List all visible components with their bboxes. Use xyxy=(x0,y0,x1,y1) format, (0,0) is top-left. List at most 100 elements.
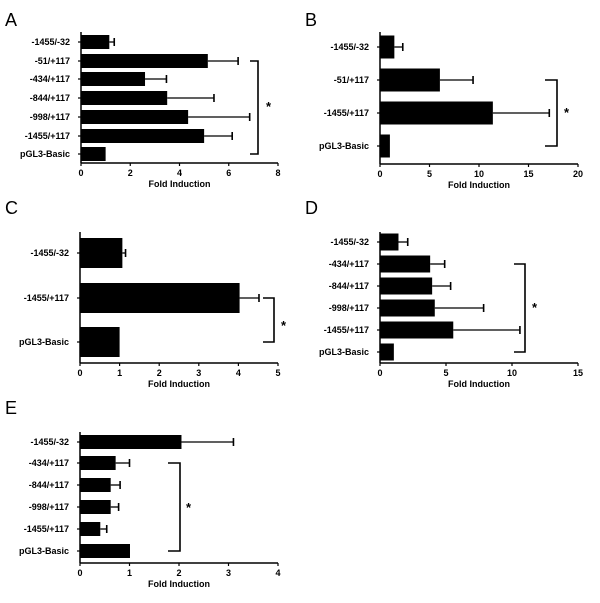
category-label: pGL3-Basic xyxy=(20,149,70,159)
x-axis-label: Fold Induction xyxy=(149,179,211,189)
bar xyxy=(80,238,123,268)
significance-star: * xyxy=(266,99,272,114)
x-axis-label: Fold Induction xyxy=(448,180,510,190)
category-label: -434/+117 xyxy=(329,259,369,269)
category-label: -998/+117 xyxy=(329,303,369,313)
bar xyxy=(80,283,240,313)
x-tick-label: 4 xyxy=(275,568,280,578)
x-tick-label: 0 xyxy=(377,169,382,179)
x-tick-label: 4 xyxy=(177,168,182,178)
x-tick-label: 2 xyxy=(128,168,133,178)
bar xyxy=(380,134,390,158)
bar xyxy=(81,147,106,161)
significance-star: * xyxy=(564,105,570,120)
panel-a: A 0 2 4 6 8 Fold Induction -1455/-32 -51/+117 -43… xyxy=(5,10,281,189)
category-label: pGL3-Basic xyxy=(19,546,69,556)
x-tick-label: 10 xyxy=(474,169,484,179)
category-label: -434/+117 xyxy=(30,74,70,84)
category-label: -1455/-32 xyxy=(330,42,369,52)
panel-e: E 0 1 2 3 4 Fold Induction -1455/-32 -434/+117 -8… xyxy=(5,398,281,589)
x-tick-label: 2 xyxy=(157,368,162,378)
category-label: pGL3-Basic xyxy=(319,347,369,357)
bar xyxy=(81,54,208,68)
bar xyxy=(380,35,395,59)
x-tick-label: 4 xyxy=(236,368,241,378)
x-tick-label: 0 xyxy=(78,168,83,178)
bar xyxy=(81,129,205,143)
panel-d: D 0 5 10 15 Fold Induction -1455/-32 -434/+117 -… xyxy=(305,198,583,389)
bar xyxy=(380,277,433,295)
bar xyxy=(380,101,493,125)
significance-bracket xyxy=(168,462,181,552)
category-label: pGL3-Basic xyxy=(319,141,369,151)
category-label: -1455/-32 xyxy=(30,437,69,447)
category-label: -844/+117 xyxy=(29,480,69,490)
x-tick-label: 6 xyxy=(226,168,231,178)
x-axis-label: Fold Induction xyxy=(448,379,510,389)
x-tick-label: 5 xyxy=(275,368,280,378)
x-tick-label: 3 xyxy=(226,568,231,578)
panel-label: B xyxy=(305,10,317,30)
significance-star: * xyxy=(186,500,192,515)
bar xyxy=(80,435,182,449)
bar xyxy=(81,110,189,124)
category-label: -1455/-32 xyxy=(30,248,69,258)
category-label: -1455/+117 xyxy=(324,108,369,118)
x-tick-label: 20 xyxy=(573,169,583,179)
x-axis-label: Fold Induction xyxy=(148,579,210,589)
panel-b: B 0 5 10 15 20 Fold Induction -1455/-32 -51/+117… xyxy=(305,10,583,190)
x-tick-label: 8 xyxy=(275,168,280,178)
panel-label: D xyxy=(305,198,318,218)
bar xyxy=(380,321,454,339)
category-label: -844/+117 xyxy=(30,93,70,103)
panel-c: C 0 1 2 3 4 5 Fold Induction -1455/-32 -1455/+117… xyxy=(5,198,287,389)
significance-star: * xyxy=(281,318,287,333)
x-tick-label: 5 xyxy=(427,169,432,179)
x-axis-label: Fold Induction xyxy=(148,379,210,389)
category-label: pGL3-Basic xyxy=(19,337,69,347)
category-label: -1455/+117 xyxy=(25,131,70,141)
x-tick-label: 15 xyxy=(523,169,533,179)
bar xyxy=(380,343,394,361)
significance-bracket xyxy=(263,297,275,343)
x-tick-label: 15 xyxy=(573,368,583,378)
significance-bracket xyxy=(250,60,259,155)
category-label: -1455/-32 xyxy=(330,237,369,247)
bar xyxy=(80,478,111,492)
significance-bracket xyxy=(545,79,558,147)
category-label: -1455/+117 xyxy=(24,293,69,303)
category-label: -844/+117 xyxy=(329,281,369,291)
x-tick-label: 1 xyxy=(117,368,122,378)
bar xyxy=(81,91,168,105)
panel-label: C xyxy=(5,198,18,218)
x-tick-label: 2 xyxy=(176,568,181,578)
bar xyxy=(80,544,130,558)
panel-label: E xyxy=(5,398,17,418)
category-label: -51/+117 xyxy=(35,56,70,66)
x-tick-label: 10 xyxy=(507,368,517,378)
significance-star: * xyxy=(532,300,538,315)
x-tick-label: 5 xyxy=(443,368,448,378)
category-label: -998/+117 xyxy=(29,502,69,512)
bar xyxy=(80,456,116,470)
x-tick-label: 0 xyxy=(77,368,82,378)
bar xyxy=(81,35,110,49)
bar xyxy=(80,522,101,536)
x-tick-label: 0 xyxy=(377,368,382,378)
bar xyxy=(81,72,146,86)
category-label: -998/+117 xyxy=(30,112,70,122)
category-label: -434/+117 xyxy=(29,458,69,468)
bar xyxy=(380,255,431,273)
bar xyxy=(80,327,120,357)
x-tick-label: 0 xyxy=(77,568,82,578)
bar xyxy=(380,233,399,251)
category-label: -1455/-32 xyxy=(31,37,70,47)
category-label: -1455/+117 xyxy=(24,524,69,534)
bar xyxy=(380,299,435,317)
x-tick-label: 3 xyxy=(196,368,201,378)
x-tick-label: 1 xyxy=(127,568,132,578)
bar xyxy=(380,68,440,92)
significance-bracket xyxy=(514,263,526,353)
